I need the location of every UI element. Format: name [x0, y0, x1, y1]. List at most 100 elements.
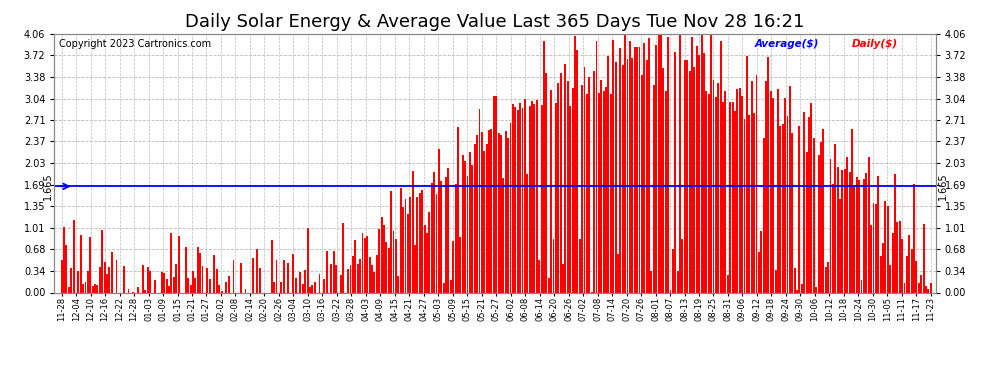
Bar: [830, 159, 832, 292]
Bar: [519, 103, 521, 292]
Bar: [128, 289, 130, 292]
Bar: [326, 251, 328, 292]
Bar: [581, 85, 583, 292]
Bar: [644, 43, 645, 292]
Bar: [153, 280, 155, 292]
Bar: [454, 184, 456, 292]
Bar: [221, 291, 223, 292]
Bar: [669, 290, 671, 292]
Bar: [552, 239, 554, 292]
Bar: [251, 258, 253, 292]
Bar: [452, 242, 454, 292]
Bar: [165, 279, 167, 292]
Bar: [882, 243, 884, 292]
Bar: [502, 178, 504, 292]
Bar: [199, 253, 201, 292]
Bar: [481, 132, 483, 292]
Bar: [209, 279, 211, 292]
Bar: [825, 267, 827, 292]
Bar: [431, 183, 433, 292]
Bar: [116, 260, 118, 292]
Bar: [352, 256, 353, 292]
Bar: [60, 260, 62, 292]
Bar: [187, 278, 189, 292]
Bar: [674, 52, 676, 292]
Bar: [904, 284, 906, 292]
Bar: [574, 36, 576, 292]
Bar: [304, 270, 306, 292]
Bar: [870, 225, 872, 292]
Bar: [760, 231, 762, 292]
Text: 1.665: 1.665: [44, 172, 53, 200]
Bar: [92, 286, 94, 292]
Bar: [677, 271, 678, 292]
Bar: [488, 130, 490, 292]
Bar: [498, 133, 500, 292]
Bar: [774, 270, 776, 292]
Bar: [495, 96, 497, 292]
Bar: [137, 287, 139, 292]
Bar: [517, 110, 519, 292]
Bar: [789, 86, 791, 292]
Bar: [168, 286, 170, 292]
Bar: [686, 60, 688, 292]
Bar: [880, 256, 881, 292]
Bar: [799, 126, 800, 292]
Bar: [366, 236, 368, 292]
Bar: [388, 248, 390, 292]
Text: 1.665: 1.665: [938, 172, 948, 200]
Bar: [765, 81, 767, 292]
Bar: [483, 151, 485, 292]
Bar: [175, 264, 177, 292]
Bar: [612, 40, 614, 292]
Bar: [429, 212, 431, 292]
Bar: [737, 88, 739, 292]
Bar: [461, 155, 463, 292]
Bar: [865, 173, 867, 292]
Bar: [720, 41, 722, 292]
Bar: [930, 283, 932, 292]
Bar: [510, 123, 512, 292]
Bar: [718, 83, 719, 292]
Bar: [101, 230, 103, 292]
Bar: [109, 267, 110, 292]
Bar: [634, 47, 636, 292]
Bar: [407, 214, 409, 292]
Bar: [302, 284, 304, 292]
Bar: [632, 58, 634, 292]
Bar: [218, 285, 220, 292]
Bar: [68, 287, 69, 292]
Bar: [679, 34, 681, 292]
Bar: [331, 264, 333, 292]
Bar: [887, 206, 889, 292]
Bar: [713, 80, 715, 292]
Bar: [667, 37, 669, 292]
Bar: [173, 277, 175, 292]
Bar: [226, 282, 228, 292]
Bar: [314, 282, 316, 292]
Bar: [662, 68, 664, 292]
Bar: [197, 247, 199, 292]
Bar: [701, 34, 703, 292]
Bar: [772, 98, 774, 292]
Bar: [639, 47, 641, 292]
Bar: [421, 189, 423, 292]
Bar: [855, 177, 857, 292]
Bar: [522, 108, 524, 292]
Bar: [837, 167, 839, 292]
Bar: [710, 34, 712, 292]
Bar: [806, 152, 808, 292]
Bar: [894, 174, 896, 292]
Bar: [693, 67, 695, 292]
Bar: [858, 180, 860, 292]
Bar: [486, 144, 488, 292]
Bar: [490, 129, 492, 292]
Bar: [70, 268, 72, 292]
Bar: [177, 236, 179, 292]
Bar: [622, 65, 624, 292]
Bar: [901, 239, 903, 292]
Bar: [545, 73, 547, 292]
Bar: [624, 34, 626, 292]
Bar: [884, 201, 886, 292]
Bar: [562, 264, 564, 292]
